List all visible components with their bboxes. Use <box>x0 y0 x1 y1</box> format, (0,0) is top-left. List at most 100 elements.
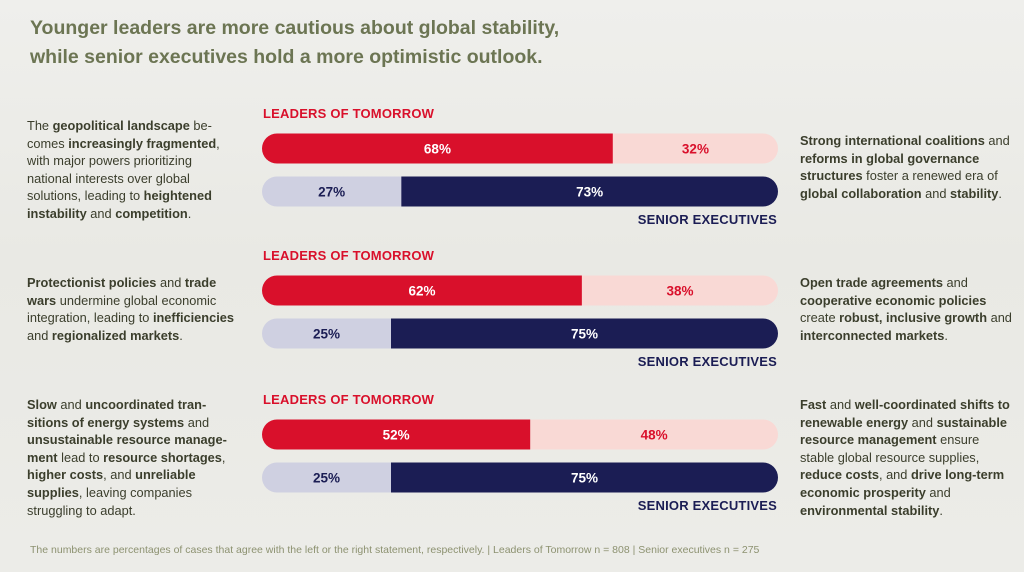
statement-emphasis: heightened instability <box>27 188 212 221</box>
right-statement: Fast and well-coordinated shifts to rene… <box>800 396 1014 519</box>
senior-row1-right-segment <box>391 318 778 349</box>
statement-text: , and <box>878 467 911 483</box>
statement-block-trade: Protectionist policies and trade wars un… <box>0 246 1024 386</box>
leaders-row2-right-value: 48% <box>641 428 668 443</box>
leaders-row2-left-segment <box>262 419 531 450</box>
leaders-row0-bar <box>262 133 778 164</box>
statement-text: lead to <box>57 449 104 465</box>
senior-row2-right-value: 75% <box>571 471 598 486</box>
statement-emphasis: Protectionist policies <box>27 275 157 290</box>
statement-emphasis: reduce costs <box>800 467 879 483</box>
right-statement: Strong international coalitions and refo… <box>800 132 1014 202</box>
leaders-row2-right-segment <box>530 419 778 450</box>
statement-text: . <box>939 502 943 518</box>
senior-row1-left-value: 25% <box>313 327 340 342</box>
chart-title: Younger leaders are more cautious about … <box>30 14 670 72</box>
senior-row2-left-value: 25% <box>313 471 340 486</box>
statement-emphasis: cooperative economic policies <box>800 292 987 308</box>
leaders-of-tomorrow-label: LEADERS OF TOMORROW <box>263 392 435 407</box>
statement-emphasis: Slow <box>27 397 57 412</box>
statement-text: , and <box>103 467 136 483</box>
statement-emphasis: drive long-term economic prosperity <box>800 467 1005 500</box>
statement-text: create <box>800 310 840 326</box>
statement-emphasis: global collaboration <box>800 185 922 201</box>
leaders-of-tomorrow-label: LEADERS OF TOMORROW <box>263 106 435 121</box>
statement-emphasis: regionalized markets <box>51 327 180 343</box>
statement-emphasis: Strong international coalitions <box>800 133 985 148</box>
statement-text: , with major powers prioritizing nationa… <box>27 135 220 204</box>
title-line-1: Younger leaders are more cautious about … <box>30 17 560 39</box>
statement-text: ensure stable global resource supplies, <box>800 432 980 465</box>
statement-emphasis: higher costs <box>27 467 104 483</box>
statement-text: , <box>221 449 226 465</box>
leaders-row2-bar <box>262 419 778 450</box>
statement-text: and <box>56 397 86 412</box>
statement-text: and <box>942 275 968 290</box>
statement-block-energy: Slow and uncoordinated tran­sitions of e… <box>0 390 1024 530</box>
senior-executives-label: SENIOR EXECUTIVES <box>637 498 777 513</box>
statement-text: and <box>908 414 937 430</box>
left-statement: Slow and uncoordinated tran­sitions of e… <box>27 396 239 519</box>
senior-row2-left-segment <box>262 462 391 493</box>
statement-text: and <box>86 205 116 221</box>
statement-emphasis: competition <box>115 205 188 221</box>
leaders-row0-left-value: 68% <box>424 142 451 157</box>
senior-executives-label: SENIOR EXECUTIVES <box>637 354 777 369</box>
statement-emphasis: unsustainable resource manage­ment <box>27 432 227 465</box>
statement-emphasis: environmental stability <box>800 502 940 518</box>
senior-row0-right-segment <box>401 176 778 207</box>
statement-emphasis: uncoordinated tran­sitions of energy sys… <box>27 397 207 430</box>
statement-emphasis: unreliable supplies <box>27 467 196 500</box>
left-statement: Protectionist policies and trade wars un… <box>27 274 239 344</box>
leaders-row0-left-segment <box>262 133 613 164</box>
leaders-row1-left-segment <box>262 275 582 306</box>
senior-row0-left-segment <box>262 176 402 207</box>
leaders-row2-left-value: 52% <box>383 428 410 443</box>
left-statement: The geopolitical landscape be­comes incr… <box>27 117 239 223</box>
statement-text: and <box>921 185 951 201</box>
statement-emphasis: trade wars <box>27 275 217 308</box>
right-statement: Open trade agreements and cooperative ec… <box>800 274 1014 344</box>
statement-text: . <box>179 327 183 343</box>
leaders-row1-left-value: 62% <box>408 284 435 299</box>
statement-text: be­comes <box>27 118 212 151</box>
statement-text: . <box>998 185 1002 201</box>
statement-emphasis: inefficien­cies <box>152 310 235 326</box>
statement-emphasis: resource shortages <box>103 449 222 465</box>
footnote: The numbers are percentages of cases tha… <box>30 544 760 556</box>
statement-text: and <box>984 133 1010 148</box>
statement-emphasis: stability <box>950 185 999 201</box>
statement-text: , leaving companies struggling to adapt. <box>27 484 193 518</box>
senior-executives-label: SENIOR EXECUTIVES <box>637 212 777 227</box>
statement-text: . <box>944 327 948 343</box>
bars-energy: 52% 48% 25% 75% <box>262 419 778 493</box>
statement-emphasis: sus­tainable resource management <box>800 414 1008 448</box>
statement-text: foster a renewed era of <box>862 168 998 184</box>
leaders-row1-right-value: 38% <box>666 284 693 299</box>
statement-text: and <box>826 397 855 412</box>
senior-row2-bar <box>262 462 778 493</box>
leaders-row0-right-value: 32% <box>682 142 709 157</box>
senior-row1-right-value: 75% <box>571 327 598 342</box>
senior-row2-right-segment <box>391 462 778 493</box>
bars-geopolitics: 68% 32% 27% 73% <box>262 133 778 207</box>
statement-text: and <box>156 275 185 290</box>
statement-text: and <box>184 414 210 430</box>
statement-emphasis: geopolitical landscape <box>52 118 190 133</box>
statement-text: The <box>27 118 53 133</box>
statement-text: and <box>27 327 52 343</box>
bars-trade: 62% 38% 25% 75% <box>262 275 778 349</box>
statement-text: . <box>187 205 192 221</box>
leaders-row1-bar <box>262 275 778 306</box>
statement-emphasis: interconnected markets <box>800 327 945 343</box>
leaders-row0-right-segment <box>612 133 778 164</box>
statement-text: and <box>987 310 1012 326</box>
statement-emphasis: robust, inclusive growth <box>839 310 988 326</box>
statement-text: undermine global economic integration, l… <box>27 292 217 326</box>
statement-emphasis: Fast <box>800 397 827 412</box>
leaders-row1-right-segment <box>581 275 778 306</box>
senior-row1-left-segment <box>262 318 391 349</box>
statement-emphasis: reforms in global governance structures <box>800 150 980 184</box>
title-line-2: while senior executives hold a more opti… <box>30 46 543 68</box>
statement-emphasis: well-coordinated shifts to renewable ene… <box>800 397 1010 430</box>
